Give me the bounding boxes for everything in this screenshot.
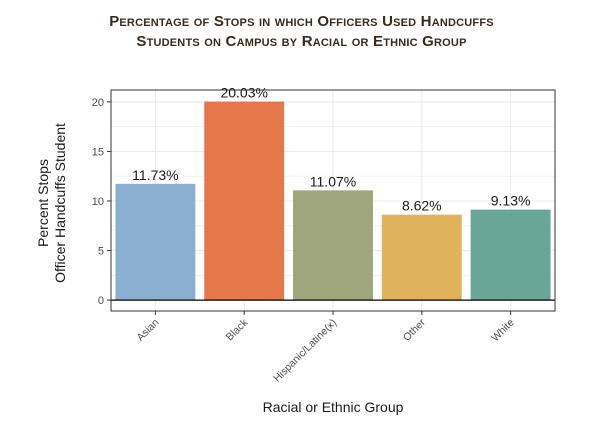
bar-black — [204, 101, 285, 301]
bar-hispanic-latine-x — [293, 190, 373, 301]
bar-white — [470, 209, 551, 301]
bar-other — [381, 214, 462, 301]
y-axis-title-line-2: Officer Handcuffs Student — [52, 123, 68, 283]
x-axis-title: Racial or Ethnic Group — [263, 399, 404, 415]
y-tick-label: 5 — [98, 246, 104, 258]
y-tick-label: 15 — [92, 146, 104, 158]
y-tick-label: 0 — [98, 295, 104, 307]
chart-title-line-2: Students on Campus by Racial or Ethnic G… — [136, 33, 467, 50]
x-tick-label: Hispanic/Latine(x) — [271, 317, 339, 385]
data-label: 11.07% — [310, 173, 356, 189]
y-axis-title-line-1: Percent Stops — [35, 159, 51, 247]
y-tick-label: 20 — [92, 97, 104, 109]
x-tick-label: Other — [401, 316, 428, 343]
bar-asian — [115, 183, 196, 301]
data-label: 11.73% — [132, 167, 178, 183]
y-tick-label: 10 — [92, 196, 104, 208]
chart-title-line-1: Percentage of Stops in which Officers Us… — [109, 13, 494, 30]
x-tick-label: Black — [224, 316, 251, 343]
x-tick-label: White — [489, 317, 517, 345]
data-label: 9.13% — [491, 193, 531, 209]
chart-title: Percentage of Stops in which Officers Us… — [0, 12, 603, 52]
data-label: 8.62% — [402, 198, 442, 214]
bar-layer — [115, 101, 551, 301]
label-layer: 11.73% 20.03% 11.07% 8.62% 9.13% — [132, 85, 530, 214]
data-label: 20.03% — [220, 85, 267, 101]
x-tick-label: Asian — [134, 317, 161, 344]
